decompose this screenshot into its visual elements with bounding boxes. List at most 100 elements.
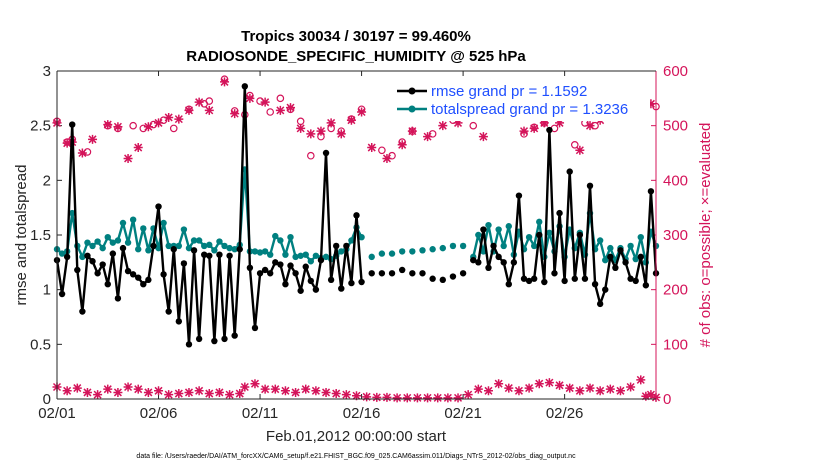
totalspread-point — [226, 244, 233, 252]
rmse-point — [495, 253, 502, 261]
rmse-point — [586, 182, 594, 189]
totalspread-point — [607, 244, 614, 252]
totalspread-point — [439, 244, 446, 252]
totalspread-point — [104, 233, 111, 241]
obs-possible-marker — [169, 124, 178, 133]
rmse-point — [398, 266, 406, 274]
totalspread-point — [119, 219, 127, 227]
rmse-point — [388, 270, 396, 277]
rmse-point — [348, 279, 355, 287]
obs-evaluated-marker — [504, 383, 514, 393]
obs-evaluated-marker — [286, 103, 296, 113]
obs-evaluated-marker — [473, 384, 483, 394]
obs-evaluated-marker — [352, 391, 361, 401]
legend-rmse-marker — [408, 87, 416, 95]
totalspread-point — [206, 241, 213, 249]
obs-evaluated-marker — [321, 387, 331, 397]
x-tick-label: 02/16 — [343, 405, 381, 422]
legend-box — [395, 79, 650, 121]
rmse-point — [180, 260, 188, 267]
y2-axis-label: # of obs: o=possible; ×=evaluated — [697, 123, 714, 348]
obs-evaluated-marker — [72, 383, 82, 393]
rmse-point — [190, 247, 198, 254]
rmse-point — [480, 226, 487, 233]
rmse-point — [541, 278, 548, 286]
rmse-point — [307, 277, 315, 285]
obs-evaluated-marker — [397, 140, 407, 150]
y-tick-label: 1.5 — [30, 227, 51, 244]
obs-evaluated-marker — [382, 153, 392, 163]
rmse-point — [241, 83, 249, 90]
totalspread-point — [312, 252, 320, 259]
rmse-point — [135, 274, 142, 281]
totalspread-point — [307, 258, 315, 265]
obs-evaluated-marker — [260, 97, 270, 107]
rmse-point — [104, 281, 111, 288]
rmse-point — [490, 242, 497, 250]
obs-evaluated-marker — [230, 109, 240, 119]
obs-evaluated-marker — [164, 112, 174, 122]
obs-possible-marker — [266, 108, 275, 116]
rmse-point — [546, 126, 553, 134]
totalspread-point — [251, 248, 259, 255]
totalspread-point — [302, 251, 309, 258]
rmse-point — [429, 275, 436, 282]
rmse-point — [449, 273, 457, 280]
rmse-point — [419, 270, 426, 277]
rmse-point — [246, 264, 254, 271]
obs-evaluated-marker — [291, 387, 301, 397]
rmse-point — [637, 253, 644, 261]
obs-evaluated-marker — [62, 386, 72, 396]
totalspread-point — [546, 229, 553, 237]
obs-evaluated-marker — [443, 393, 453, 403]
rmse-point — [343, 242, 350, 250]
obs-possible-marker — [205, 97, 214, 105]
rmse-point — [332, 242, 340, 250]
rmse-point — [74, 266, 81, 274]
obs-evaluated-marker — [301, 384, 311, 394]
obs-evaluated-marker — [514, 386, 524, 396]
rmse-point — [317, 256, 325, 264]
x-axis-label: Feb.01,2012 00:00:00 start — [266, 428, 447, 445]
rmse-point — [566, 168, 573, 175]
obs-evaluated-marker — [225, 390, 235, 400]
rmse-point — [195, 335, 203, 343]
totalspread-point — [211, 247, 218, 254]
obs-evaluated-marker — [204, 105, 214, 115]
rmse-point — [99, 261, 106, 268]
rmse-point — [475, 259, 482, 266]
obs-possible-marker — [307, 151, 315, 160]
obs-evaluated-marker — [539, 118, 549, 128]
obs-evaluated-marker — [544, 378, 554, 388]
obs-evaluated-marker — [270, 384, 280, 394]
rmse-point — [216, 251, 223, 258]
totalspread-point — [124, 239, 132, 246]
totalspread-point — [536, 218, 543, 226]
obs-evaluated-marker — [575, 386, 585, 396]
obs-possible-marker — [570, 141, 579, 149]
rmse-point — [206, 252, 213, 259]
obs-evaluated-marker — [326, 118, 336, 128]
totalspread-point — [94, 238, 101, 245]
totalspread-point — [109, 239, 117, 246]
rmse-point — [231, 332, 238, 339]
rmse-point — [596, 300, 604, 308]
rmse-point — [175, 318, 183, 325]
data-file-footer: data file: /Users/raeder/DAI/ATM_forcXX/… — [136, 453, 576, 460]
x-tick-label: 02/26 — [546, 405, 584, 422]
x-tick-label: 02/21 — [444, 405, 482, 422]
obs-evaluated-marker — [646, 99, 656, 109]
totalspread-point — [505, 223, 512, 230]
totalspread-point — [297, 252, 304, 259]
rmse-point — [282, 281, 289, 288]
totalspread-point — [160, 219, 167, 227]
obs-evaluated-marker — [595, 386, 605, 396]
obs-evaluated-marker — [154, 118, 164, 128]
x-tick-label: 02/01 — [38, 405, 76, 422]
rmse-point — [571, 275, 578, 282]
obs-evaluated-marker — [93, 390, 103, 400]
obs-evaluated-marker — [555, 380, 565, 390]
totalspread-point — [190, 237, 198, 244]
rmse-point — [79, 308, 86, 315]
obs-evaluated-marker — [534, 379, 544, 389]
